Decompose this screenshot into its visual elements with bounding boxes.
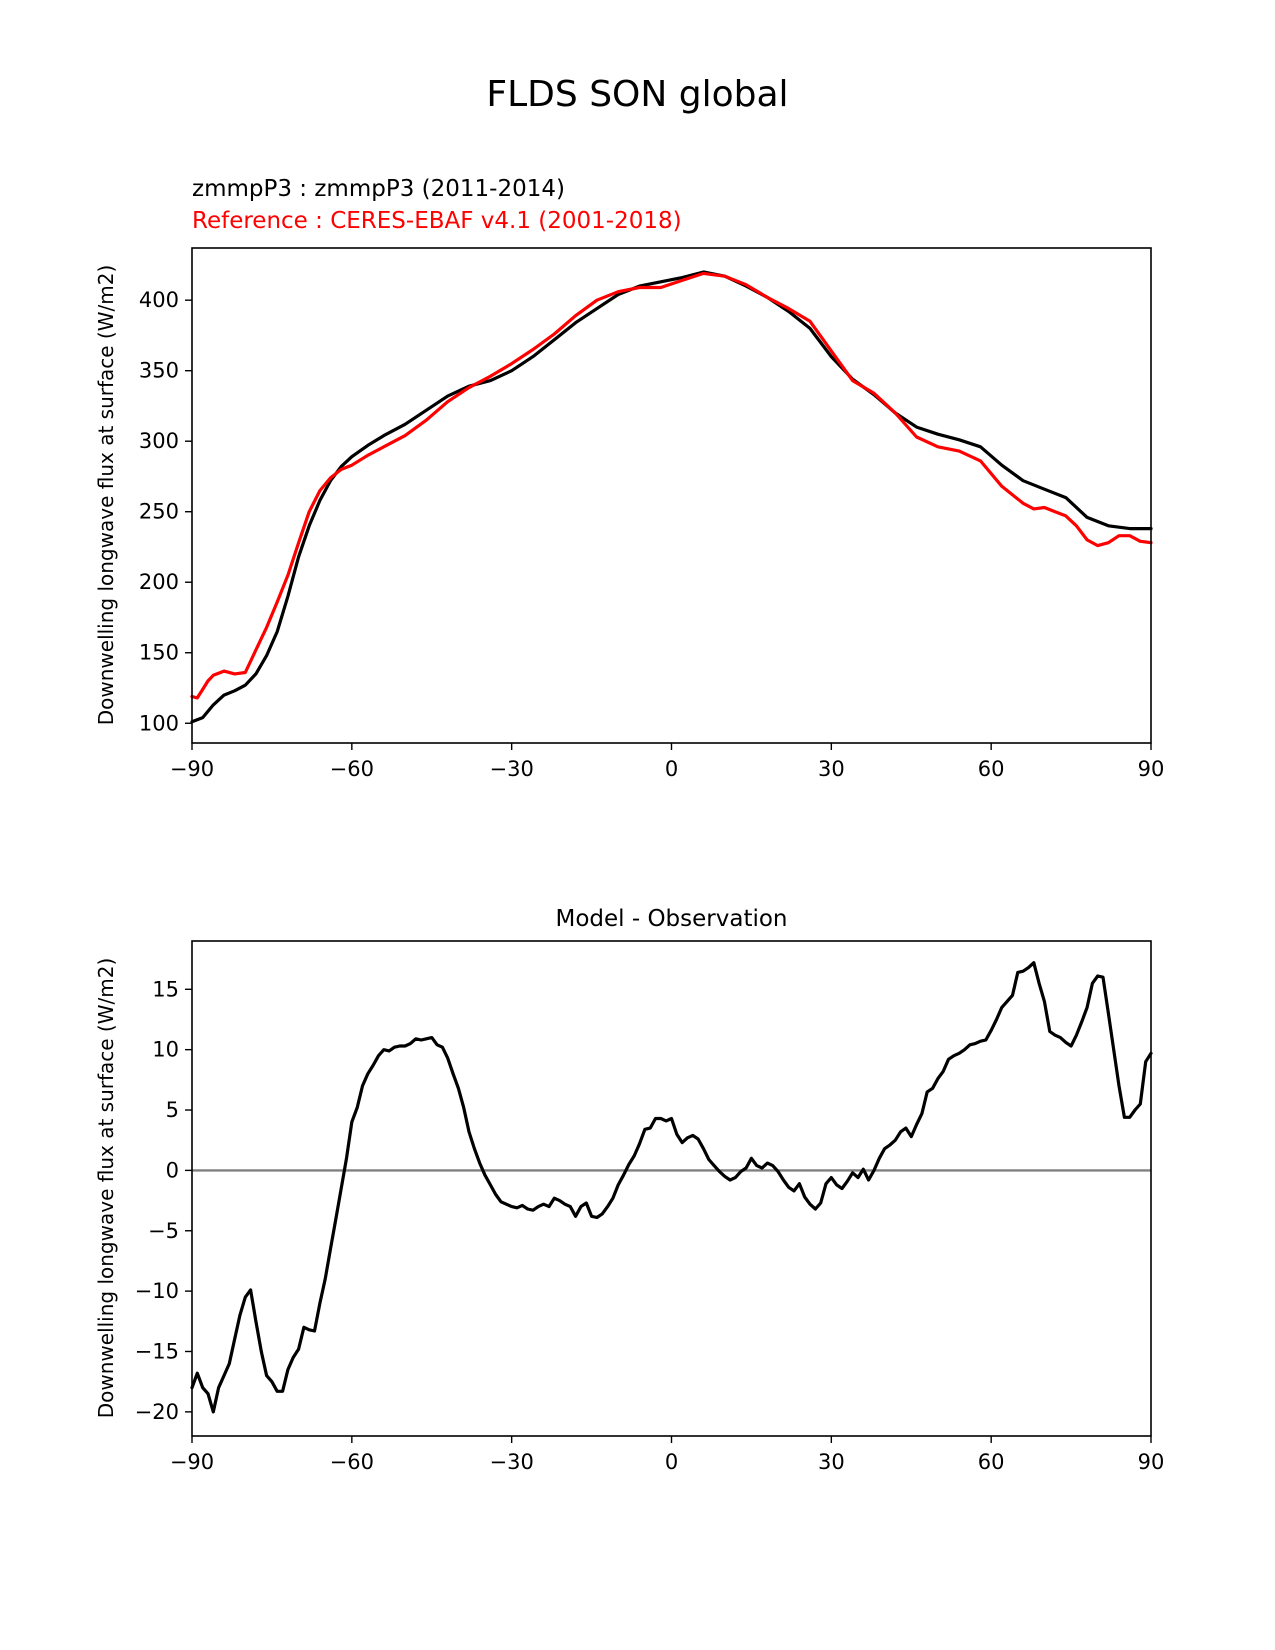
c2-y-tick-label: −5 xyxy=(148,1219,179,1243)
reference-dataset-subtitle: Reference : CERES-EBAF v4.1 (2001-2018) xyxy=(192,208,682,234)
c2-x-tick-label: −60 xyxy=(330,1450,374,1474)
top-chart: Downwelling longwave flux at surface (W/… xyxy=(94,247,1165,781)
c1-x-tick-label: 90 xyxy=(1138,757,1165,781)
c1-x-tick-label: −30 xyxy=(490,757,534,781)
figure-title: FLDS SON global xyxy=(486,74,789,115)
c2-y-tick-label: −20 xyxy=(135,1400,179,1424)
c2-x-tick-label: −30 xyxy=(490,1450,534,1474)
c1-x-tick-label: −60 xyxy=(330,757,374,781)
bottom-chart-plot-frame xyxy=(191,940,1152,1437)
c2-y-tick-label: −15 xyxy=(135,1339,179,1363)
bottom-chart-title: Model - Observation xyxy=(555,906,788,932)
test-dataset-subtitle: zmmpP3 : zmmpP3 (2011-2014) xyxy=(192,176,565,202)
c2-series-diff-line xyxy=(190,961,1153,1414)
top-chart-plot-frame xyxy=(191,247,1152,744)
bottom-chart-x-axis: −90 −60 −30 0 30 60 90 xyxy=(170,1436,1165,1474)
c2-x-tick-label: 60 xyxy=(978,1450,1005,1474)
top-chart-y-axis-label: Downwelling longwave flux at surface (W/… xyxy=(94,265,118,726)
c1-y-tick-label: 350 xyxy=(139,359,179,383)
c1-series-ref-line xyxy=(190,271,1153,700)
c1-y-tick-label: 300 xyxy=(139,429,179,453)
c1-x-tick-label: 0 xyxy=(665,757,678,781)
top-chart-x-axis: −90 −60 −30 0 30 60 90 xyxy=(170,743,1165,781)
c1-y-tick-label: 250 xyxy=(139,500,179,524)
c2-x-tick-label: −90 xyxy=(170,1450,214,1474)
c1-x-tick-label: 30 xyxy=(818,757,845,781)
c1-y-tick-label: 150 xyxy=(139,641,179,665)
top-chart-y-axis: 100 150 200 250 300 350 400 xyxy=(139,288,192,735)
c2-y-tick-label: 15 xyxy=(152,977,179,1001)
c2-x-tick-label: 0 xyxy=(665,1450,678,1474)
bottom-chart-y-axis: −20 −15 −10 −5 0 5 10 15 xyxy=(135,977,192,1424)
c1-series-test-line xyxy=(190,270,1153,724)
c2-x-tick-label: 30 xyxy=(818,1450,845,1474)
bottom-chart: Downwelling longwave flux at surface (W/… xyxy=(94,940,1165,1474)
c2-y-tick-label: 5 xyxy=(166,1098,179,1122)
c1-x-tick-label: 60 xyxy=(978,757,1005,781)
c1-x-tick-label: −90 xyxy=(170,757,214,781)
c2-y-tick-label: −10 xyxy=(135,1279,179,1303)
c2-y-tick-label: 0 xyxy=(166,1158,179,1182)
bottom-chart-y-axis-label: Downwelling longwave flux at surface (W/… xyxy=(94,958,118,1419)
c1-y-tick-label: 400 xyxy=(139,288,179,312)
c2-y-tick-label: 10 xyxy=(152,1038,179,1062)
c2-x-tick-label: 90 xyxy=(1138,1450,1165,1474)
c1-y-tick-label: 200 xyxy=(139,570,179,594)
c1-y-tick-label: 100 xyxy=(139,711,179,735)
